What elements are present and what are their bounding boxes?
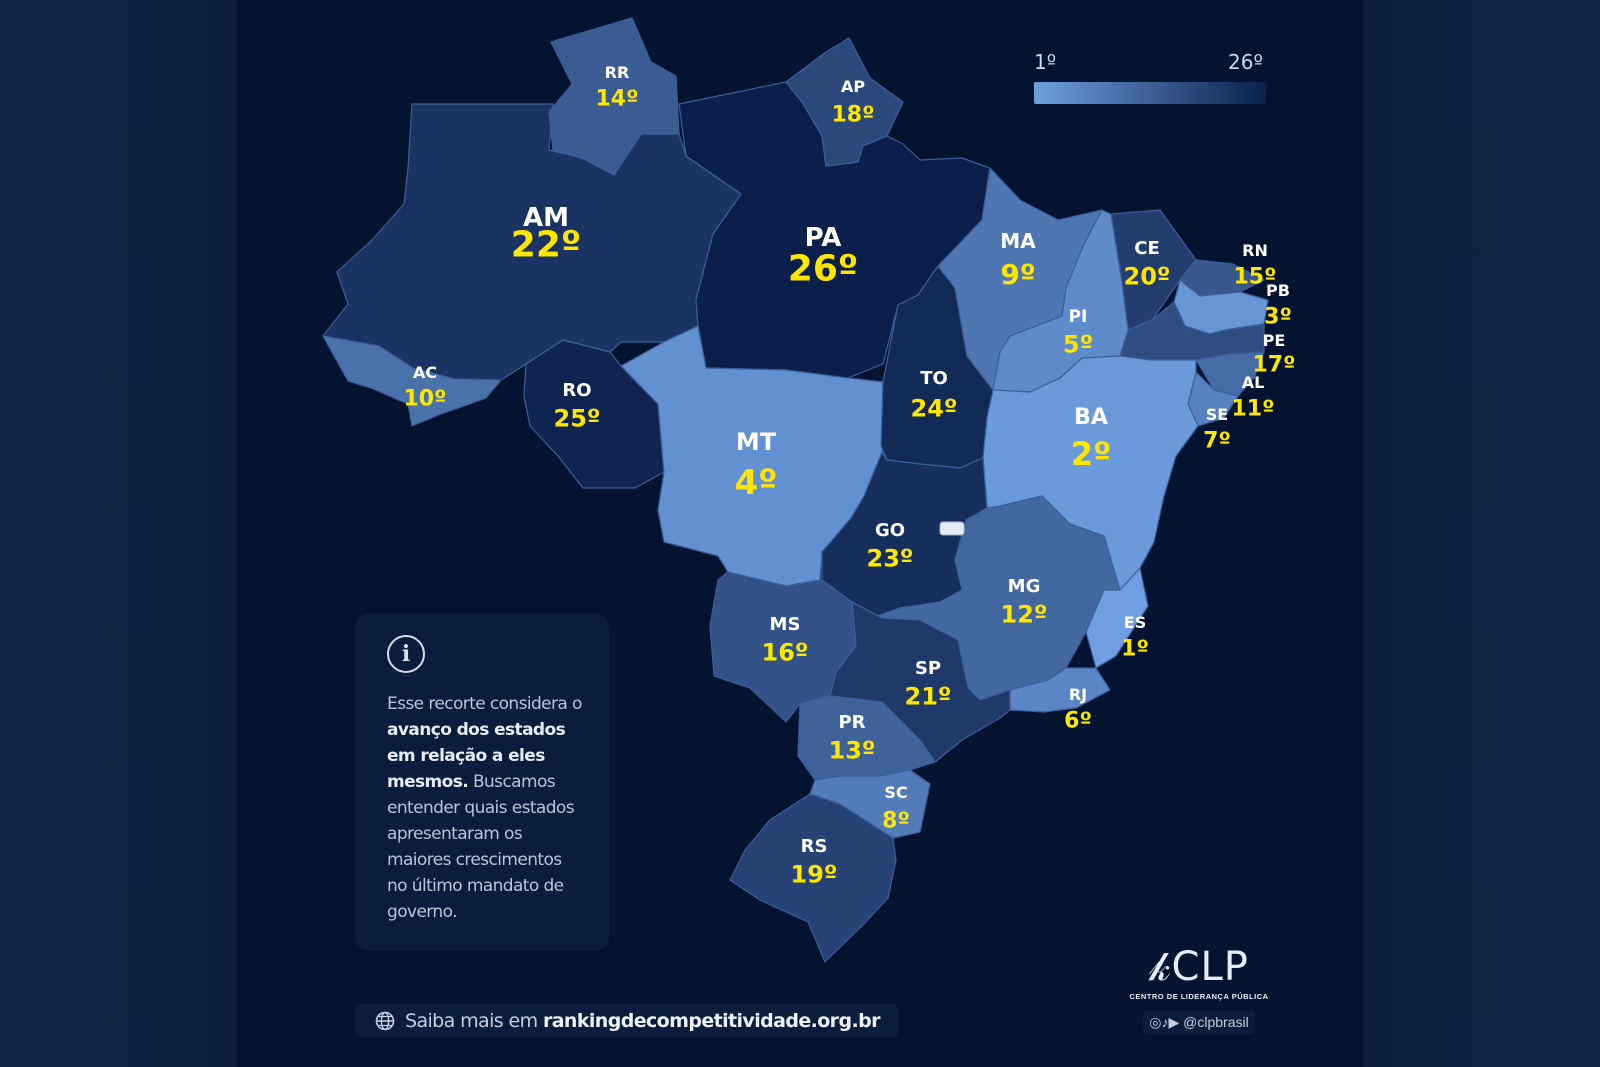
state-rank-pb: 3º xyxy=(1264,305,1292,330)
state-label-am: AM xyxy=(523,203,569,233)
youtube-icon[interactable]: ▶ xyxy=(1168,1014,1180,1030)
state-rank-pr: 13º xyxy=(829,736,876,764)
state-rank-es: 1º xyxy=(1121,637,1149,662)
state-rank-pa: 26º xyxy=(788,249,858,290)
legend-min-label: 1º xyxy=(1034,50,1057,74)
state-rank-am: 22º xyxy=(511,225,581,266)
state-rank-mg: 12º xyxy=(1001,600,1048,628)
state-label-rj: RJ xyxy=(1069,685,1087,704)
state-rank-rj: 6º xyxy=(1064,709,1092,734)
tiktok-icon[interactable]: ♪ xyxy=(1161,1014,1169,1030)
state-label-mg: MG xyxy=(1008,576,1041,597)
state-rank-ac: 10º xyxy=(403,387,446,412)
state-rank-ms: 16º xyxy=(762,638,809,666)
state-label-pr: PR xyxy=(838,712,865,733)
state-ce xyxy=(1110,209,1197,331)
info-text: Esse recorte considera o avanço dos esta… xyxy=(387,694,582,922)
state-rank-ma: 9º xyxy=(1000,258,1035,291)
state-label-ac: AC xyxy=(413,363,437,382)
state-label-to: TO xyxy=(920,368,948,389)
state-rank-to: 24º xyxy=(911,394,958,422)
state-label-pb: PB xyxy=(1266,281,1290,300)
state-label-ap: AP xyxy=(841,77,865,96)
runner-icon: 𝓀 xyxy=(1149,944,1172,990)
social-handle[interactable]: ◎♪▶ @clpbrasil xyxy=(1143,1011,1255,1034)
state-label-pi: PI xyxy=(1069,307,1088,327)
clp-logo: 𝓀CLP CENTRO DE LIDERANÇA PÚBLICA ◎♪▶ @cl… xyxy=(1124,944,1274,1044)
footer-link[interactable]: Saiba mais em rankingdecompetitividade.o… xyxy=(355,1004,898,1038)
state-rank-al: 11º xyxy=(1231,397,1274,422)
state-label-mt: MT xyxy=(736,428,777,456)
state-label-pe: PE xyxy=(1263,331,1286,350)
state-rank-se: 7º xyxy=(1203,429,1231,454)
state-label-go: GO xyxy=(875,520,905,541)
clp-logo-subtitle: CENTRO DE LIDERANÇA PÚBLICA xyxy=(1129,992,1269,1001)
state-rr xyxy=(548,17,680,176)
state-rank-rs: 19º xyxy=(791,860,838,888)
states-layer xyxy=(322,17,1269,963)
state-rank-sp: 21º xyxy=(905,682,952,710)
legend-color-scale xyxy=(1034,82,1266,104)
state-ms xyxy=(709,571,857,723)
state-rank-ap: 18º xyxy=(831,103,874,128)
state-label-sc: SC xyxy=(884,783,907,802)
state-label-ma: MA xyxy=(1000,229,1036,253)
legend-max-label: 26º xyxy=(1228,50,1263,74)
state-rank-rn: 15º xyxy=(1233,265,1276,290)
state-label-rr: RR xyxy=(605,63,630,82)
state-rank-rr: 14º xyxy=(595,87,638,112)
df-marker xyxy=(939,521,965,536)
state-label-se: SE xyxy=(1206,405,1228,424)
globe-icon xyxy=(375,1011,395,1031)
state-label-pa: PA xyxy=(805,223,842,253)
state-label-es: ES xyxy=(1124,613,1146,632)
state-es xyxy=(1085,567,1149,669)
state-label-ro: RO xyxy=(562,380,591,401)
state-label-rn: RN xyxy=(1242,241,1268,260)
state-rank-sc: 8º xyxy=(882,809,910,834)
clp-logo-mark: 𝓀CLP xyxy=(1149,944,1249,990)
instagram-icon[interactable]: ◎ xyxy=(1149,1014,1162,1030)
state-label-ce: CE xyxy=(1134,238,1160,259)
footer-prefix: Saiba mais em xyxy=(405,1010,543,1032)
state-label-al: AL xyxy=(1242,373,1265,392)
state-label-ms: MS xyxy=(770,614,801,635)
state-label-rs: RS xyxy=(801,836,828,857)
state-rank-mt: 4º xyxy=(735,463,778,503)
info-box: i Esse recorte considera o avanço dos es… xyxy=(355,613,609,951)
state-rank-ce: 20º xyxy=(1124,262,1171,290)
state-rank-ro: 25º xyxy=(554,404,601,432)
state-label-ba: BA xyxy=(1074,405,1108,430)
state-ro xyxy=(523,339,665,489)
state-rank-go: 23º xyxy=(867,544,914,572)
footer-url[interactable]: rankingdecompetitividade.org.br xyxy=(542,1010,881,1032)
social-handle-text: @clpbrasil xyxy=(1183,1014,1249,1030)
state-rank-ba: 2º xyxy=(1071,435,1111,473)
state-label-sp: SP xyxy=(915,658,941,679)
state-rs xyxy=(729,793,897,963)
state-ac xyxy=(322,335,502,427)
state-rank-pi: 5º xyxy=(1063,330,1093,358)
state-rank-pe: 17º xyxy=(1252,353,1295,378)
state-ap xyxy=(785,37,904,167)
info-icon: i xyxy=(387,635,425,673)
info-text-bold: avanço dos estados em relação a eles mes… xyxy=(387,720,566,792)
